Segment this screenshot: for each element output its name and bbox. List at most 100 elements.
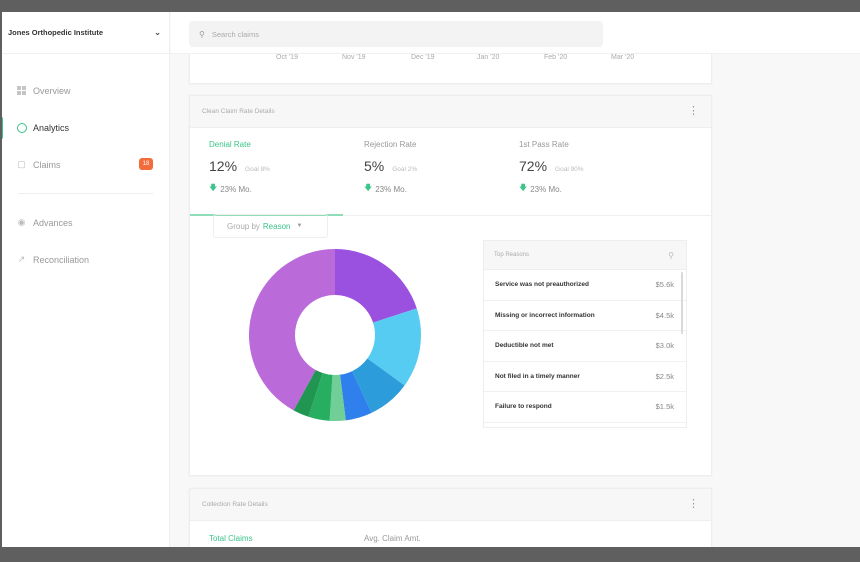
kpi-delta: 23% Mo. [375, 184, 407, 194]
card-header: Collection Rate Details ⋮ [190, 489, 711, 521]
kpi-denial-rate[interactable]: Denial Rate 12% Goal 8% 🡇 23% Mo. [190, 128, 345, 215]
kpi-goal: Goal 90% [555, 166, 584, 173]
top-reasons-panel: Top Reasons ⚲ Service was not preauthori… [483, 240, 687, 428]
chevron-down-icon: ▼ [296, 223, 303, 229]
donut-segment[interactable] [367, 308, 421, 386]
clean-claim-rate-card: Clean Claim Rate Details ⋮ Denial Rate 1… [189, 95, 712, 476]
kpi-value: 12% [209, 158, 238, 174]
top-reasons-title: Top Reasons [494, 252, 530, 258]
group-by-dropdown[interactable]: Group by Reason ▼ [213, 214, 328, 238]
reason-name: Deductible not met [495, 342, 554, 350]
reason-name: Failure to respond [495, 403, 552, 411]
sidebar-item-label: Overview [33, 85, 71, 96]
group-by-value: Reason [262, 221, 291, 231]
reason-name: Service was not preauthorized [495, 281, 589, 289]
search-input[interactable] [211, 29, 592, 39]
reason-row[interactable]: Missing or incorrect information $4.5k [484, 301, 686, 331]
reason-amount: $3.0k [655, 341, 674, 351]
sidebar-nav: Overview Analytics ▢ Claims 18 ◉ Advance… [2, 54, 169, 278]
search-icon[interactable]: ⚲ [668, 250, 674, 260]
month-label: Mar '20 [611, 54, 635, 61]
reason-row[interactable]: Failure to respond $1.5k [484, 392, 686, 423]
reason-amount: $4.5k [655, 310, 674, 320]
sidebar-item-label: Reconciliation [33, 254, 90, 265]
organization-selector[interactable]: Jones Orthopedic Institute ⌄ [2, 12, 169, 54]
sidebar-item-overview[interactable]: Overview [2, 72, 169, 109]
donut-segment[interactable] [308, 373, 333, 421]
donut-segment[interactable] [335, 249, 417, 323]
kpi-goal: Goal 2% [392, 166, 418, 173]
card-header: Clean Claim Rate Details ⋮ [190, 96, 711, 128]
topbar: ⚲ [171, 12, 860, 54]
kpi-label: Total Claims [209, 534, 253, 543]
group-by-prefix: Group by [227, 221, 260, 231]
kpi-first-pass-rate[interactable]: 1st Pass Rate 72% Goal 90% 🡇 23% Mo. [500, 128, 655, 215]
kpi-label: Rejection Rate [364, 140, 417, 149]
arrow-down-icon: 🡇 [519, 183, 528, 192]
kpi-label: Avg. Claim Amt. [364, 534, 421, 543]
kpi-tabs: Denial Rate 12% Goal 8% 🡇 23% Mo. Rejectio… [190, 128, 711, 216]
app-window: Jones Orthopedic Institute ⌄ Overview An… [2, 12, 860, 547]
sidebar-item-advances[interactable]: ◉ Advances [2, 204, 169, 241]
card-title: Collection Rate Details [202, 501, 268, 508]
sidebar-item-label: Analytics [33, 122, 70, 133]
reason-amount: $5.6k [655, 280, 674, 290]
reason-amount: $1.5k [655, 402, 674, 412]
month-label: Nov '19 [342, 54, 366, 61]
donut-segment[interactable] [248, 249, 335, 411]
active-tab-indicator [190, 214, 343, 216]
kpi-total-claims[interactable]: Total Claims [190, 521, 345, 547]
kpi-delta: 23% Mo. [220, 184, 252, 194]
arrow-down-icon: 🡇 [364, 183, 373, 192]
card-title: Clean Claim Rate Details [202, 108, 275, 115]
sidebar-item-analytics[interactable]: Analytics [2, 109, 169, 146]
analytics-icon [16, 122, 27, 133]
kpi-avg-claim-amount[interactable]: Avg. Claim Amt. [345, 521, 500, 547]
reason-name: Missing or incorrect information [495, 311, 595, 319]
sidebar: Jones Orthopedic Institute ⌄ Overview An… [2, 12, 170, 547]
reason-row[interactable]: Not filed in a timely manner $2.5k [484, 362, 686, 392]
box-icon: ▢ [17, 159, 26, 169]
donut-segment[interactable] [340, 371, 372, 421]
month-label: Feb '20 [544, 54, 568, 61]
month-label: Oct '19 [276, 54, 298, 61]
claims-count-badge: 18 [139, 158, 153, 170]
reason-amount: $2.5k [655, 371, 674, 381]
kpi-label: Denial Rate [209, 140, 251, 149]
sidebar-item-label: Advances [33, 217, 73, 228]
donut-segment[interactable] [352, 358, 405, 413]
arrow-down-icon: 🡇 [209, 183, 218, 192]
kpi-value: 72% [519, 158, 548, 174]
kpi-tabs: Total Claims Avg. Claim Amt. [190, 521, 711, 547]
sidebar-item-reconciliation[interactable]: ↗ Reconciliation [2, 241, 169, 278]
scrollbar[interactable] [681, 272, 683, 334]
sidebar-item-claims[interactable]: ▢ Claims 18 [2, 146, 169, 183]
search-icon: ⚲ [199, 29, 205, 39]
globe-icon: ◉ [17, 217, 26, 227]
more-options-icon[interactable]: ⋮ [688, 498, 699, 510]
donut-segment[interactable] [329, 374, 346, 421]
kpi-delta: 23% Mo. [530, 184, 562, 194]
organization-name: Jones Orthopedic Institute [8, 28, 104, 37]
kpi-value: 5% [364, 158, 385, 174]
nav-divider [18, 193, 153, 194]
reason-name: Not filed in a timely manner [495, 372, 580, 380]
reason-row[interactable]: Service was not preauthorized $5.6k [484, 270, 686, 301]
sidebar-item-label: Claims [33, 159, 61, 170]
reason-row[interactable]: Deductible not met $3.0k [484, 331, 686, 362]
grid-icon [16, 85, 27, 96]
month-label: Dec '19 [411, 54, 435, 61]
kpi-goal: Goal 8% [245, 166, 270, 173]
more-options-icon[interactable]: ⋮ [688, 105, 699, 117]
top-reasons-header: Top Reasons ⚲ [484, 241, 686, 270]
search-box[interactable]: ⚲ [189, 21, 603, 47]
donut-segment[interactable] [293, 370, 323, 417]
kpi-rejection-rate[interactable]: Rejection Rate 5% Goal 2% 🡇 23% Mo. [345, 128, 500, 215]
kpi-label: 1st Pass Rate [519, 140, 569, 149]
trend-icon: ↗ [17, 254, 26, 264]
reasons-donut-chart[interactable] [247, 247, 423, 423]
chevron-down-icon: ⌄ [154, 28, 161, 37]
main-content: Oct '19 Nov '19 Dec '19 Jan '20 Feb '20 … [171, 12, 860, 547]
collection-rate-card: Collection Rate Details ⋮ Total Claims A… [189, 488, 712, 547]
month-label: Jan '20 [477, 54, 500, 61]
